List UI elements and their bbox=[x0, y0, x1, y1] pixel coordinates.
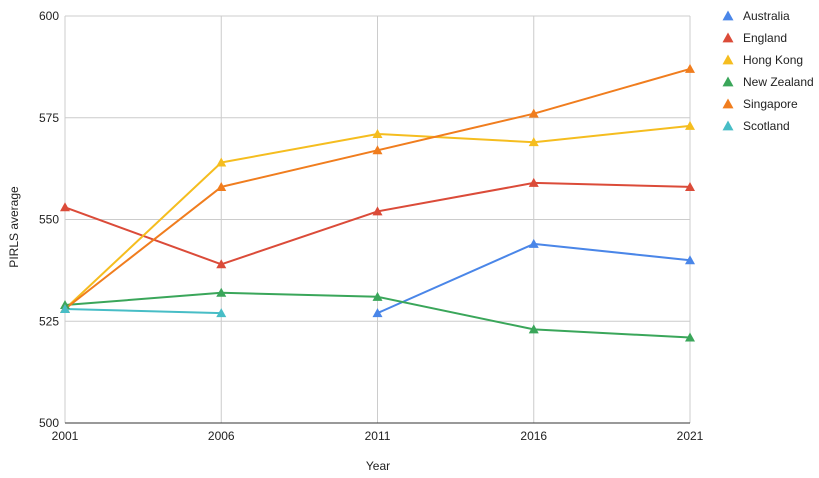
legend-label: New Zealand bbox=[743, 75, 814, 89]
legend-item-hong-kong: Hong Kong bbox=[722, 53, 803, 67]
x-tick-label: 2016 bbox=[520, 429, 547, 443]
legend-swatch bbox=[722, 98, 734, 109]
legend-swatch bbox=[722, 76, 734, 87]
legend-item-australia: Australia bbox=[722, 9, 790, 23]
point-scotland bbox=[216, 308, 227, 318]
point-new-zealand bbox=[528, 324, 539, 334]
point-england bbox=[372, 206, 383, 216]
y-tick-label: 525 bbox=[39, 314, 59, 328]
legend-item-england: England bbox=[722, 31, 787, 45]
legend-swatch bbox=[722, 32, 734, 43]
x-axis-title: Year bbox=[366, 459, 390, 473]
y-tick-label: 575 bbox=[39, 111, 59, 125]
legend-label: Hong Kong bbox=[743, 53, 803, 67]
point-scotland bbox=[60, 304, 70, 314]
series-line-scotland bbox=[64, 308, 222, 315]
legend-item-new-zealand: New Zealand bbox=[722, 75, 814, 89]
point-england bbox=[528, 177, 539, 187]
point-hong-kong bbox=[216, 157, 227, 167]
tick-labels: 500 525 550 575 600 2001 2006 2011 2016 2021 bbox=[39, 9, 704, 443]
point-england bbox=[685, 181, 695, 191]
legend: Australia England Hong Kong New Zealand Sing… bbox=[722, 9, 814, 133]
x-tick-label: 2011 bbox=[365, 429, 391, 443]
series-markers bbox=[60, 63, 695, 342]
point-hong-kong bbox=[372, 129, 383, 139]
x-tick-label: 2021 bbox=[677, 429, 704, 443]
point-australia bbox=[528, 238, 539, 248]
legend-swatch bbox=[722, 10, 734, 21]
y-axis-title: PIRLS average bbox=[7, 186, 21, 268]
point-australia bbox=[372, 308, 383, 318]
legend-label: Scotland bbox=[743, 119, 790, 133]
legend-swatch bbox=[722, 120, 734, 131]
point-new-zealand bbox=[685, 332, 695, 342]
point-singapore bbox=[685, 63, 695, 73]
point-new-zealand bbox=[372, 291, 383, 301]
grid-lines bbox=[64, 15, 691, 423]
y-tick-label: 500 bbox=[39, 416, 59, 430]
point-singapore bbox=[216, 181, 227, 191]
point-hong-kong bbox=[528, 137, 539, 147]
point-singapore bbox=[528, 108, 539, 118]
y-tick-label: 600 bbox=[39, 9, 59, 23]
legend-swatch bbox=[722, 54, 734, 65]
point-england bbox=[216, 259, 227, 269]
legend-label: Australia bbox=[743, 9, 790, 23]
legend-item-singapore: Singapore bbox=[722, 97, 798, 111]
point-australia bbox=[685, 255, 695, 265]
legend-item-scotland: Scotland bbox=[722, 119, 790, 133]
x-tick-label: 2006 bbox=[208, 429, 235, 443]
legend-label: Singapore bbox=[743, 97, 798, 111]
legend-label: England bbox=[743, 31, 787, 45]
point-hong-kong bbox=[685, 120, 695, 130]
point-singapore bbox=[372, 145, 383, 155]
y-tick-label: 550 bbox=[39, 213, 59, 227]
point-england bbox=[60, 202, 70, 212]
x-tick-label: 2001 bbox=[52, 429, 79, 443]
point-new-zealand bbox=[216, 287, 227, 297]
